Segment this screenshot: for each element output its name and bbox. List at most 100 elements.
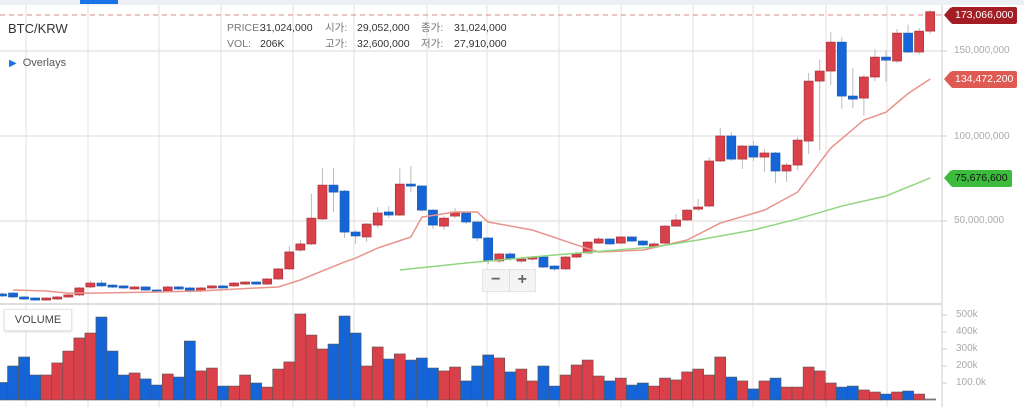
volume-bar [393,353,406,401]
volume-label: VOLUME [4,309,72,331]
volume-bar [195,370,207,401]
volume-bar [29,374,41,401]
candle [461,212,471,223]
volume-bar [924,398,937,401]
volume-bar [714,356,727,401]
high-value: 32,600,000 [357,38,410,50]
price-value: 31,024,000 [260,22,313,34]
zoom-in-button[interactable]: + [508,270,536,291]
candle [847,95,858,100]
volume-bar [18,356,30,401]
candle [914,30,925,53]
volume-bar [835,386,848,401]
volume-bar [559,374,572,401]
candle [328,184,339,193]
volume-bar [482,354,495,401]
candle [859,76,869,99]
candle [207,285,217,289]
candle [870,56,880,78]
volume-bar [173,376,185,401]
volume-bar [891,391,903,401]
candle [19,296,29,300]
volume-bar [206,367,218,401]
volume-bar [648,385,660,401]
volume-bar [449,366,461,401]
vol-label: VOL: [227,38,251,50]
volume-bar [349,332,362,401]
candle [549,265,560,270]
active-tab-indicator[interactable] [80,0,118,4]
volume-bar [416,357,428,401]
volume-bar [51,362,64,401]
candle [284,251,295,270]
volume-bar [913,393,925,401]
volume-bar [637,382,649,401]
candle [715,135,726,162]
volume-bar [813,370,826,401]
candle [162,286,173,292]
vol-tick-300k: 300k [956,343,978,354]
volume-bar [703,374,716,401]
candle [63,294,74,298]
volume-bar [847,385,859,401]
candle [737,145,748,160]
open-label: 시가: [325,22,348,34]
candle [96,282,107,287]
open-value: 29,052,000 [357,22,410,34]
volume-bar [228,385,240,401]
candle [372,212,383,226]
volume-bar [614,377,627,401]
candles [0,10,936,302]
candle [836,41,847,97]
vol-tick-400k: 400k [956,326,978,337]
volume-bar [515,368,528,401]
candle [240,281,250,285]
volume-bar [371,346,384,401]
candle [472,221,482,239]
volume-bar [780,386,793,401]
volume-bar [95,316,108,401]
candle [74,287,85,296]
candle [262,278,273,285]
candle [770,152,781,172]
volume-bar [581,359,594,401]
volume-bar [0,382,8,401]
overlays-toggle[interactable]: ▶ Overlays [9,57,66,69]
candle [748,145,759,158]
candle [726,135,737,160]
volume-bar [305,334,318,401]
volume-bars [0,313,937,401]
volume-bar [603,380,616,401]
candle [306,217,317,245]
volume-bar [824,382,837,401]
volume-bar [725,376,738,401]
candle [704,160,715,207]
zoom-out-button[interactable]: − [491,271,501,288]
candle [140,286,151,291]
volume-bar [382,358,395,401]
price-tick-100m: 100,000,000 [954,131,1010,142]
ma-short-text: 134,472,200 [955,73,1014,85]
volume-bar [283,361,296,401]
volume-bar [117,374,130,401]
grid [0,5,947,407]
candle [892,32,902,62]
volume-bar [438,370,450,401]
candle [593,238,604,244]
vol-tick-500k: 500k [956,309,978,320]
moving-averages [13,78,931,294]
volume-bar [360,365,373,401]
triangle-right-icon: ▶ [9,58,17,69]
overlays-label: Overlays [22,57,67,69]
volume-bar [504,371,517,401]
zoom-controls: − + [482,269,536,292]
candle [107,284,118,288]
volume-bar [493,357,506,401]
candle [516,258,527,262]
candle [52,296,63,300]
ma-short-line [13,78,931,294]
volume-bar [150,384,163,401]
ma-long-text: 75,676,600 [955,172,1008,184]
volume-bar [460,380,472,401]
